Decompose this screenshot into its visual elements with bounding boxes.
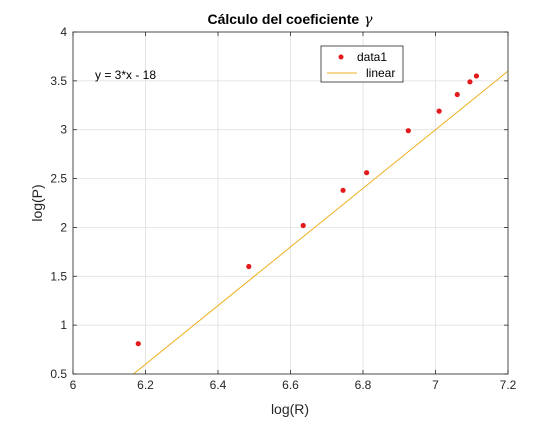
data-point — [246, 263, 252, 270]
legend-label-data1: data1 — [357, 50, 387, 64]
equation-annotation: y = 3*x - 18 — [95, 68, 156, 82]
series-layer — [132, 70, 508, 374]
chart-title-symbol: γ — [364, 12, 373, 28]
legend-box — [320, 45, 404, 83]
legend-marker-data1 — [338, 54, 344, 60]
data-point — [467, 79, 473, 85]
y-tick-label: 3 — [60, 123, 67, 137]
data-point — [405, 128, 411, 134]
chart-title-text: Cálculo del coeficiente — [207, 11, 359, 27]
legend-label-linear: linear — [366, 66, 395, 80]
data-point — [364, 170, 370, 176]
y-tick-label: 1 — [60, 318, 67, 332]
data-point — [436, 108, 442, 114]
y-tick-label: 4 — [60, 25, 67, 39]
data-point — [135, 341, 141, 347]
data-point — [340, 187, 346, 193]
x-tick-label: 6.2 — [137, 378, 154, 392]
chart-title: Cálculo del coeficiente γ — [207, 11, 373, 28]
data-point — [454, 91, 460, 98]
x-tick-label: 6.6 — [282, 378, 299, 392]
data-point — [473, 73, 480, 79]
y-tick-label: 3.5 — [50, 74, 67, 88]
legend: data1 linear — [320, 45, 404, 83]
x-tick-label: 6 — [70, 378, 77, 392]
ticks — [72, 31, 509, 375]
fit-line-linear — [132, 70, 508, 374]
y-tick-label: 2 — [60, 220, 67, 234]
x-tick-label: 7.2 — [500, 378, 517, 392]
data-point — [300, 222, 306, 229]
y-tick-label: 0.5 — [50, 367, 67, 381]
y-tick-label: 2.5 — [50, 172, 67, 186]
x-tick-label: 6.8 — [355, 378, 372, 392]
x-axis-label: log(R) — [271, 401, 309, 417]
tick-labels: 6 6.2 6.4 6.6 6.8 7 7.2 0.5 1 1.5 2 2.5 3 3.5 4 — [50, 25, 516, 392]
y-tick-label: 1.5 — [50, 269, 67, 283]
x-tick-label: 6.4 — [210, 378, 227, 392]
y-axis-label: log(P) — [29, 184, 45, 221]
x-tick-label: 7 — [432, 378, 439, 392]
